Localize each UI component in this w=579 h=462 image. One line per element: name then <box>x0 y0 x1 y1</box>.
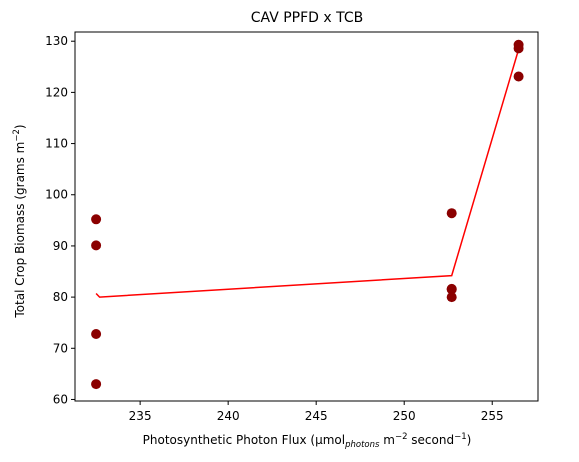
x-axis-label: Photosynthetic Photon Flux (μmolphotons … <box>143 432 472 450</box>
y-tick-label: 80 <box>53 290 68 304</box>
data-point <box>91 214 102 225</box>
data-point <box>513 43 524 54</box>
fit-line <box>95 49 520 298</box>
plot-area <box>91 39 524 390</box>
plot-frame <box>74 31 539 402</box>
y-tick-label: 130 <box>45 34 68 48</box>
y-tick-label: 100 <box>45 188 68 202</box>
data-point <box>446 284 457 295</box>
x-tick-label: 235 <box>129 409 152 423</box>
y-tick-label: 120 <box>45 85 68 99</box>
data-point <box>91 240 102 251</box>
data-point <box>91 329 102 339</box>
data-point <box>513 71 524 82</box>
x-tick-label: 240 <box>217 409 240 423</box>
y-tick-label: 90 <box>53 239 68 253</box>
data-point <box>91 379 102 390</box>
y-axis-ticks: 60 70 80 90 100 110 120 130 <box>45 34 75 406</box>
x-axis-ticks: 235 240 245 250 255 <box>129 401 504 423</box>
data-point <box>446 292 457 303</box>
y-tick-label: 70 <box>53 341 68 355</box>
chart-title: CAV PPFD x TCB <box>251 10 364 26</box>
y-axis-label: Total Crop Biomass (grams m−2) <box>12 124 27 318</box>
x-tick-label: 245 <box>305 409 328 423</box>
x-tick-label: 250 <box>393 409 416 423</box>
data-point <box>446 208 457 219</box>
x-tick-label: 255 <box>481 409 504 423</box>
y-tick-label: 110 <box>45 137 68 151</box>
y-tick-label: 60 <box>53 392 68 406</box>
